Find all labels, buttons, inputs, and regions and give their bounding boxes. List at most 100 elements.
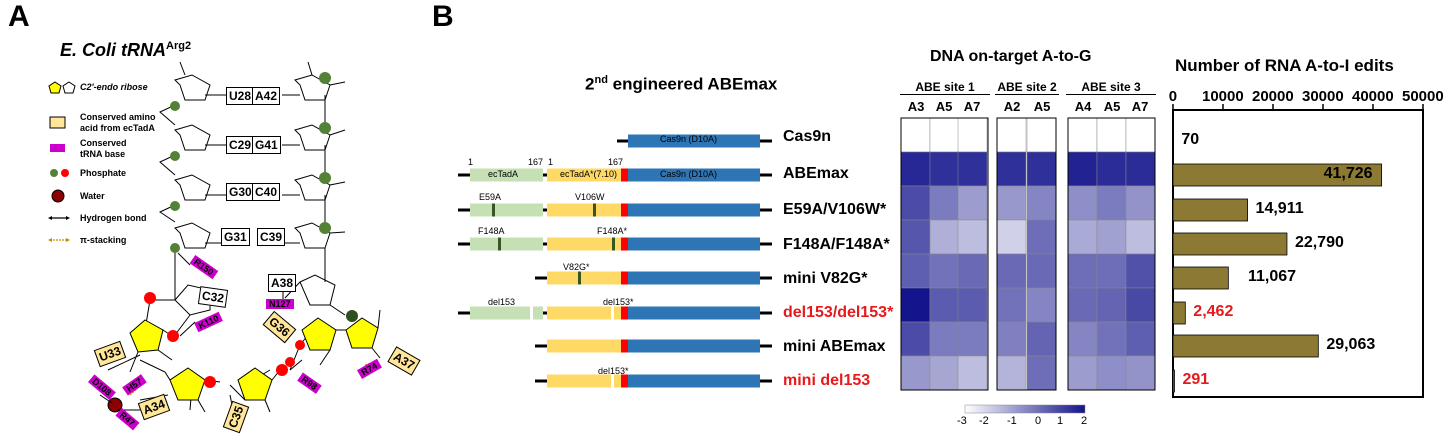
linker-segment bbox=[621, 306, 628, 320]
bar-6 bbox=[1172, 334, 1319, 358]
bar-4 bbox=[1172, 266, 1229, 290]
constructs-title-num: 2 bbox=[585, 74, 595, 94]
domain-ectada-label: ecTadA bbox=[488, 169, 519, 179]
construct-name-4: mini V82G* bbox=[783, 270, 868, 287]
domain-pos-167b: 167 bbox=[608, 157, 624, 167]
legend-ribose-text: C2'-endo ribose bbox=[80, 82, 148, 92]
heatmap-cell-r5-c4 bbox=[1026, 287, 1057, 323]
cas9n-domain bbox=[628, 237, 760, 251]
col-s2-a2: A2 bbox=[1003, 99, 1021, 114]
domain-cas9n-label-1: Cas9n (D10A) bbox=[660, 134, 718, 144]
heatmap-cell-r3-c4 bbox=[1026, 219, 1057, 255]
constructs-title-sup: nd bbox=[594, 74, 608, 86]
bar-value-label-5: 2,462 bbox=[1193, 303, 1234, 320]
construct-schematics bbox=[458, 134, 772, 389]
phosphates-green bbox=[170, 72, 358, 322]
linker-segment bbox=[621, 237, 628, 251]
mut-f148a: F148A bbox=[478, 226, 505, 236]
bar-value-label-3: 22,790 bbox=[1294, 234, 1344, 251]
base-c39: C39 bbox=[257, 228, 286, 246]
cb-tick-5: 2 bbox=[1081, 415, 1088, 427]
heatmap-cell-r1-c0 bbox=[900, 151, 931, 187]
base-g31: G31 bbox=[221, 228, 250, 246]
bar-value-label-1: 41,726 bbox=[1323, 165, 1373, 182]
cas9n-domain bbox=[628, 339, 760, 353]
heatmap-cell-r0-c1 bbox=[929, 117, 960, 153]
cb-tick-1: -2 bbox=[979, 415, 989, 427]
trna-structure-diagram bbox=[48, 61, 381, 421]
trna-base-legend-icon bbox=[50, 144, 65, 152]
cas9n-domain bbox=[628, 203, 760, 217]
ribose-g36 bbox=[301, 317, 337, 351]
heatmap-cell-r0-c2 bbox=[957, 117, 988, 153]
heatmap-cell-r7-c7 bbox=[1125, 355, 1156, 391]
heatmap-cell-r6-c0 bbox=[900, 321, 931, 357]
base-g41: G41 bbox=[252, 136, 281, 154]
panel-a-title: E. Coli tRNAArg2 bbox=[60, 40, 191, 61]
base-c29: C29 bbox=[226, 136, 255, 154]
heatmap-cell-r5-c5 bbox=[1067, 287, 1098, 323]
mutation-marker bbox=[612, 237, 615, 251]
constructs-title: 2nd engineered ABEmax bbox=[585, 74, 777, 95]
domain-pos-1b: 1 bbox=[548, 157, 554, 167]
ectada-domain bbox=[470, 237, 543, 251]
x-tick-label-4: 40000 bbox=[1352, 88, 1394, 105]
ectada-star-domain bbox=[547, 306, 622, 320]
residue-n127: N127 bbox=[266, 299, 294, 309]
col-s2-a5: A5 bbox=[1033, 99, 1051, 114]
domain-pos-167: 167 bbox=[528, 157, 544, 167]
amino-acid-legend-icon bbox=[49, 116, 66, 129]
construct-row-1 bbox=[458, 168, 772, 182]
col-s1-a5: A5 bbox=[935, 99, 953, 114]
bar-value-label-0: 70 bbox=[1181, 131, 1200, 148]
mutation-marker bbox=[492, 203, 495, 217]
heatmap-cell-r6-c6 bbox=[1096, 321, 1127, 357]
cb-tick-3: 0 bbox=[1035, 415, 1042, 427]
legend-aa-text: Conserved amino acid from ecTadA bbox=[80, 112, 156, 133]
heatmap-cell-r2-c6 bbox=[1096, 185, 1127, 221]
heatmap-cell-r7-c1 bbox=[929, 355, 960, 391]
col-s3-a5: A5 bbox=[1103, 99, 1121, 114]
ectada-domain bbox=[470, 306, 543, 320]
base-u28: U28 bbox=[226, 87, 255, 105]
heatmap bbox=[900, 117, 1156, 391]
heatmap-cell-r3-c7 bbox=[1125, 219, 1156, 255]
heatmap-cell-r0-c5 bbox=[1067, 117, 1098, 153]
linker-segment bbox=[621, 168, 628, 182]
x-tick-label-2: 20000 bbox=[1252, 88, 1294, 105]
colorbar-ticks: -3 -2 -1 0 1 2 bbox=[955, 415, 1095, 431]
panel-a-letter: A bbox=[8, 0, 30, 33]
mut-e59a: E59A bbox=[479, 192, 502, 202]
heatmap-cell-r4-c7 bbox=[1125, 253, 1156, 289]
heatmap-cell-r2-c2 bbox=[957, 185, 988, 221]
col-s3-a4: A4 bbox=[1074, 99, 1092, 114]
heatmap-cell-r1-c4 bbox=[1026, 151, 1057, 187]
heatmap-cell-r2-c5 bbox=[1067, 185, 1098, 221]
heatmap-cell-r0-c7 bbox=[1125, 117, 1156, 153]
construct-name-7: mini del153 bbox=[783, 372, 871, 389]
heatmap-cell-r5-c7 bbox=[1125, 287, 1156, 323]
mut-mini-del153-star: del153* bbox=[598, 366, 629, 376]
ectada-star-domain bbox=[547, 168, 622, 182]
site-2-header: ABE site 2 bbox=[995, 80, 1059, 95]
phosphate-green-legend-icon bbox=[50, 169, 58, 177]
legend-icons bbox=[48, 81, 76, 242]
ectada-star-domain bbox=[547, 339, 622, 353]
heatmap-cell-r7-c5 bbox=[1067, 355, 1098, 391]
heatmap-cell-r1-c6 bbox=[1096, 151, 1127, 187]
construct-name-2: E59A/V106W* bbox=[783, 201, 887, 218]
rna-edit-bar-chart bbox=[1172, 104, 1424, 398]
linker-segment bbox=[621, 271, 628, 285]
construct-row-2 bbox=[458, 203, 772, 217]
water-molecule bbox=[107, 397, 123, 413]
bar-3 bbox=[1172, 232, 1288, 256]
deletion-gap bbox=[530, 305, 533, 321]
heatmap-cell-r5-c1 bbox=[929, 287, 960, 323]
ectada-star-domain bbox=[547, 237, 622, 251]
ribose-legend-icon bbox=[48, 81, 62, 94]
heatmap-cell-r6-c1 bbox=[929, 321, 960, 357]
heatmap-cell-r7-c4 bbox=[1026, 355, 1057, 391]
heatmap-cell-r6-c4 bbox=[1026, 321, 1057, 357]
phosphates-red bbox=[144, 292, 305, 388]
cas9n-domain bbox=[628, 306, 760, 320]
